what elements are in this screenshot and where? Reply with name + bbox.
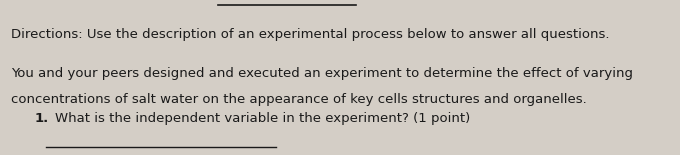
Text: concentrations of salt water on the appearance of key cells structures and organ: concentrations of salt water on the appe… xyxy=(12,93,588,106)
Text: Directions: Use the description of an experimental process below to answer all q: Directions: Use the description of an ex… xyxy=(12,28,610,41)
Text: What is the independent variable in the experiment? (1 point): What is the independent variable in the … xyxy=(54,112,470,125)
Text: 1.: 1. xyxy=(35,112,49,125)
Text: You and your peers designed and executed an experiment to determine the effect o: You and your peers designed and executed… xyxy=(12,67,634,80)
